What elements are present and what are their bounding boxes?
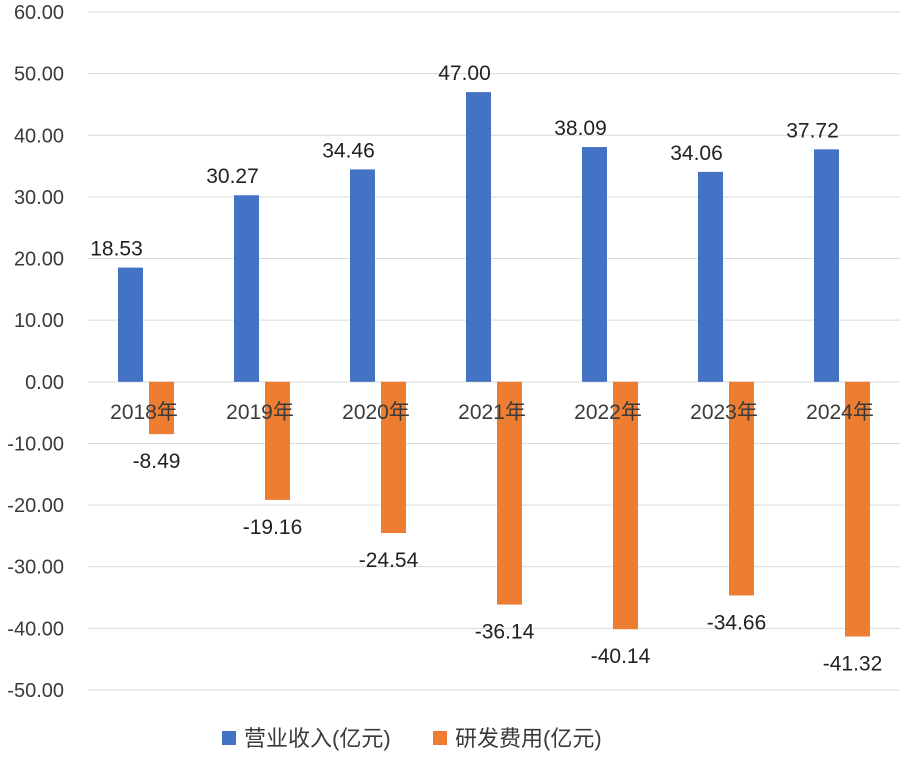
revenue-bar xyxy=(582,147,607,382)
legend: 营业收入(亿元) 研发费用(亿元) xyxy=(222,726,602,751)
x-category-label: 2022年 xyxy=(574,401,642,424)
revenue-bar xyxy=(118,267,143,382)
x-category-label: 2024年 xyxy=(806,401,874,424)
rd-expense-bar xyxy=(265,381,290,500)
y-tick-label: 0.00 xyxy=(25,372,64,394)
y-tick-label: -50.00 xyxy=(7,680,64,702)
rd-expense-bar xyxy=(497,381,522,605)
rd-expense-data-label: -19.16 xyxy=(243,516,303,539)
rd-expense-data-label: -24.54 xyxy=(359,549,419,572)
rd-expense-bar xyxy=(613,381,638,630)
rd-expense-bar xyxy=(149,381,174,435)
rd-expense-data-label: -40.14 xyxy=(591,645,651,668)
y-axis-ticks: 60.00 50.00 40.00 30.00 20.00 10.00 0.00 -10.00… xyxy=(7,2,64,702)
revenue-data-label: 18.53 xyxy=(90,238,143,261)
rd-expense-data-label: -36.14 xyxy=(475,621,535,644)
revenue-bar xyxy=(814,149,839,382)
revenue-bar xyxy=(698,171,723,382)
revenue-bar xyxy=(234,195,259,382)
rd-expense-bar xyxy=(845,381,870,637)
legend-swatch-rd xyxy=(433,731,447,745)
x-category-label: 2020年 xyxy=(342,401,410,424)
bars xyxy=(118,92,870,637)
rd-expense-data-label: -8.49 xyxy=(133,450,181,473)
rd-expense-bar xyxy=(381,381,406,534)
x-category-label: 2023年 xyxy=(690,401,758,424)
y-tick-label: 20.00 xyxy=(14,249,64,271)
revenue-data-label: 30.27 xyxy=(206,165,259,188)
x-category-label: 2019年 xyxy=(226,401,294,424)
y-tick-label: 10.00 xyxy=(14,310,64,332)
rd-expense-data-label: -41.32 xyxy=(823,652,883,675)
legend-label-rd: 研发费用(亿元) xyxy=(455,726,602,751)
legend-swatch-revenue xyxy=(222,731,236,745)
revenue-data-label: 37.72 xyxy=(786,119,839,142)
revenue-bar xyxy=(350,169,375,382)
data-labels: 18.53 30.27 34.46 47.00 38.09 34.06 37.72 -8.49… xyxy=(90,62,882,675)
legend-label-revenue: 营业收入(亿元) xyxy=(244,726,391,751)
y-tick-label: -10.00 xyxy=(7,433,64,455)
y-tick-label: -20.00 xyxy=(7,495,64,517)
rd-expense-bar xyxy=(729,381,754,596)
revenue-data-label: 34.06 xyxy=(670,142,723,165)
revenue-data-label: 34.46 xyxy=(322,139,375,162)
x-category-label: 2018年 xyxy=(110,401,178,424)
revenue-data-label: 47.00 xyxy=(438,62,491,85)
rd-expense-data-label: -34.66 xyxy=(707,611,767,634)
y-tick-label: 40.00 xyxy=(14,125,64,147)
y-tick-label: 30.00 xyxy=(14,187,64,209)
y-tick-label: 50.00 xyxy=(14,64,64,86)
y-tick-label: 60.00 xyxy=(14,2,64,24)
y-tick-label: -40.00 xyxy=(7,618,64,640)
y-tick-label: -30.00 xyxy=(7,557,64,579)
category-labels: 2018年 2019年 2020年 2021年 2022年 2023年 2024年 xyxy=(110,401,874,424)
revenue-bar xyxy=(466,92,491,382)
grid-lines xyxy=(88,11,900,691)
revenue-data-label: 38.09 xyxy=(554,117,607,140)
x-category-label: 2021年 xyxy=(458,401,526,424)
